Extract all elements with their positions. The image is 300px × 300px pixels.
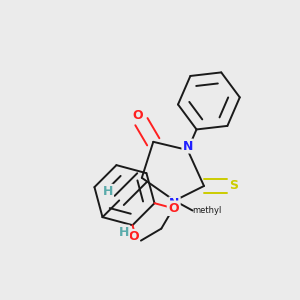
Text: O: O (132, 109, 143, 122)
Text: N: N (182, 140, 193, 153)
Text: O: O (168, 202, 178, 215)
Text: N: N (169, 197, 180, 211)
Text: H: H (118, 226, 129, 238)
Text: H: H (103, 185, 113, 198)
Text: O: O (128, 230, 139, 243)
Text: S: S (230, 179, 238, 193)
Text: methyl: methyl (193, 206, 222, 215)
